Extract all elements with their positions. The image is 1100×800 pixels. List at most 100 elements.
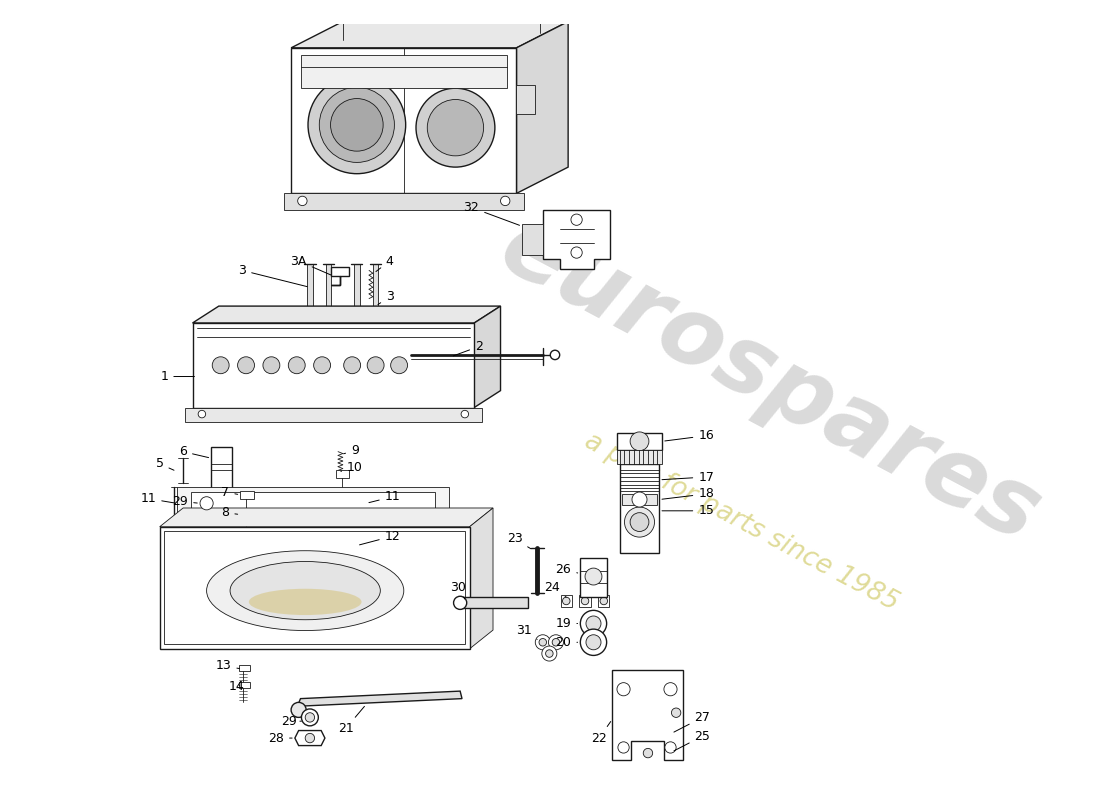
Bar — [621, 494, 658, 505]
Text: 32: 32 — [463, 201, 519, 226]
Text: 29: 29 — [173, 495, 197, 508]
Bar — [239, 665, 250, 671]
Text: 29: 29 — [282, 714, 301, 728]
Circle shape — [586, 634, 601, 650]
Circle shape — [581, 610, 606, 637]
Text: 20: 20 — [556, 636, 578, 649]
Circle shape — [319, 87, 395, 162]
Text: 23: 23 — [507, 533, 531, 549]
Text: eurospares: eurospares — [485, 200, 1055, 562]
Bar — [460, 598, 528, 609]
Polygon shape — [517, 22, 568, 194]
Polygon shape — [331, 266, 350, 286]
Text: 14: 14 — [229, 680, 244, 693]
Circle shape — [664, 682, 678, 696]
Ellipse shape — [230, 562, 381, 620]
Circle shape — [630, 513, 649, 531]
Text: 17: 17 — [662, 470, 714, 483]
Text: 8: 8 — [221, 506, 238, 519]
Circle shape — [314, 357, 331, 374]
Circle shape — [539, 638, 547, 646]
Circle shape — [212, 357, 229, 374]
Bar — [373, 264, 378, 325]
Polygon shape — [176, 487, 449, 520]
Circle shape — [546, 650, 553, 658]
Ellipse shape — [207, 550, 404, 630]
Bar — [617, 433, 662, 450]
Polygon shape — [190, 492, 434, 515]
Circle shape — [453, 596, 466, 610]
Circle shape — [200, 497, 213, 510]
Polygon shape — [160, 508, 493, 526]
Text: 11: 11 — [368, 490, 400, 503]
Text: 26: 26 — [556, 562, 578, 575]
Text: 7: 7 — [221, 486, 238, 498]
Circle shape — [461, 410, 469, 418]
Text: 19: 19 — [556, 617, 578, 630]
Circle shape — [671, 708, 681, 718]
Text: 3A: 3A — [290, 254, 331, 275]
Text: 27: 27 — [674, 711, 711, 732]
Text: 31: 31 — [516, 623, 537, 639]
Circle shape — [542, 646, 557, 661]
Polygon shape — [522, 224, 542, 255]
Polygon shape — [292, 22, 568, 48]
Circle shape — [301, 709, 318, 726]
Text: 1: 1 — [161, 370, 195, 383]
Bar — [326, 264, 331, 325]
Circle shape — [416, 88, 495, 167]
Text: 25: 25 — [674, 730, 711, 751]
Bar — [337, 470, 350, 478]
Polygon shape — [292, 48, 517, 194]
Bar — [211, 447, 232, 490]
Polygon shape — [542, 210, 610, 269]
Bar — [354, 264, 360, 325]
Bar — [619, 470, 659, 491]
Polygon shape — [284, 194, 524, 210]
Bar — [561, 595, 572, 606]
Polygon shape — [295, 730, 324, 746]
Text: 6: 6 — [179, 445, 209, 458]
Circle shape — [571, 214, 582, 226]
Polygon shape — [185, 407, 482, 422]
Text: 30: 30 — [450, 582, 466, 599]
Circle shape — [308, 76, 406, 174]
Circle shape — [562, 598, 570, 605]
Circle shape — [586, 616, 601, 631]
Circle shape — [585, 568, 602, 585]
Ellipse shape — [249, 589, 362, 615]
Text: 13: 13 — [216, 659, 240, 672]
Text: 2: 2 — [453, 340, 483, 356]
Text: 10: 10 — [341, 461, 363, 474]
Polygon shape — [192, 306, 501, 323]
Polygon shape — [296, 691, 462, 718]
Text: 18: 18 — [662, 487, 714, 501]
Bar — [617, 450, 662, 464]
Text: 24: 24 — [544, 582, 566, 598]
Circle shape — [292, 702, 306, 718]
Circle shape — [500, 196, 510, 206]
Text: 16: 16 — [664, 429, 714, 442]
Circle shape — [581, 598, 589, 605]
Bar — [300, 55, 507, 88]
Bar — [239, 682, 250, 688]
Circle shape — [550, 350, 560, 360]
Text: 5: 5 — [155, 458, 174, 470]
Text: 15: 15 — [662, 504, 714, 518]
Circle shape — [632, 492, 647, 507]
Circle shape — [618, 742, 629, 753]
Circle shape — [263, 357, 279, 374]
Text: 22: 22 — [591, 722, 611, 745]
Circle shape — [644, 748, 652, 758]
Bar — [598, 595, 609, 606]
Text: 4: 4 — [376, 254, 394, 271]
Circle shape — [238, 357, 254, 374]
Circle shape — [343, 357, 361, 374]
Polygon shape — [517, 86, 536, 114]
Circle shape — [617, 682, 630, 696]
Text: 3: 3 — [239, 264, 307, 286]
Text: 28: 28 — [268, 731, 293, 745]
Circle shape — [288, 357, 305, 374]
Polygon shape — [470, 508, 493, 649]
Text: 21: 21 — [338, 706, 364, 735]
